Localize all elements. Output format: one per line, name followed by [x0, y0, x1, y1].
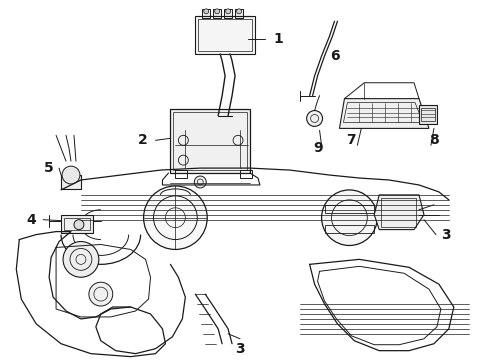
Text: 8: 8 [429, 133, 439, 147]
Bar [196, 16, 255, 54]
Bar [421, 108, 435, 121]
Bar [224, 9, 232, 18]
Bar [61, 215, 93, 233]
Bar [61, 175, 81, 189]
Text: 4: 4 [26, 213, 36, 227]
Circle shape [237, 9, 242, 14]
Text: 1: 1 [273, 32, 283, 46]
Bar [213, 9, 221, 18]
Circle shape [204, 9, 209, 14]
Bar [419, 105, 437, 125]
Bar [240, 170, 252, 178]
Bar [324, 225, 374, 233]
Bar [173, 112, 247, 170]
Text: 9: 9 [313, 141, 322, 155]
Bar [198, 19, 252, 51]
Circle shape [74, 220, 84, 230]
Circle shape [225, 9, 231, 14]
Text: 3: 3 [235, 342, 245, 356]
Bar [235, 9, 243, 18]
Text: 6: 6 [330, 49, 339, 63]
Bar [324, 205, 374, 213]
Circle shape [63, 242, 99, 277]
Bar [64, 218, 90, 230]
Text: 3: 3 [441, 228, 451, 242]
Circle shape [321, 190, 377, 246]
Circle shape [89, 282, 113, 306]
Polygon shape [340, 99, 429, 129]
Text: 2: 2 [138, 133, 147, 147]
Circle shape [195, 176, 206, 188]
Text: 7: 7 [346, 133, 356, 147]
Polygon shape [374, 195, 424, 230]
Bar [381, 198, 416, 227]
Bar [202, 9, 210, 18]
Bar [171, 109, 250, 173]
Text: 5: 5 [44, 161, 54, 175]
Bar [175, 170, 187, 178]
Circle shape [62, 166, 80, 184]
Circle shape [144, 186, 207, 249]
Circle shape [215, 9, 220, 14]
Circle shape [307, 111, 322, 126]
